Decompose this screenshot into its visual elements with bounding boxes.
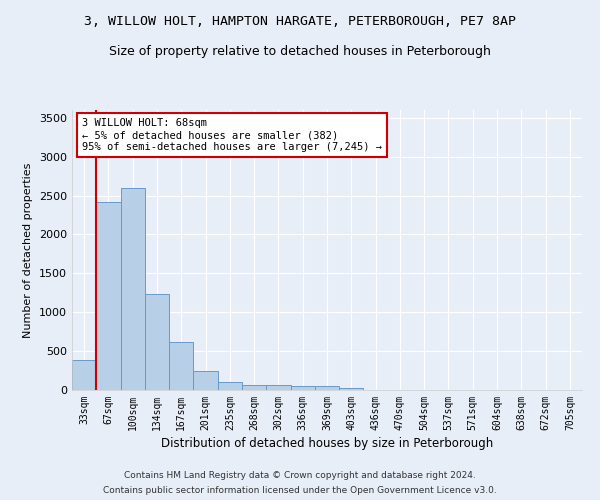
Bar <box>96 202 121 390</box>
Bar <box>145 294 169 390</box>
Bar <box>193 370 218 390</box>
Text: Contains public sector information licensed under the Open Government Licence v3: Contains public sector information licen… <box>103 486 497 495</box>
Bar <box>72 360 96 390</box>
Text: 3 WILLOW HOLT: 68sqm
← 5% of detached houses are smaller (382)
95% of semi-detac: 3 WILLOW HOLT: 68sqm ← 5% of detached ho… <box>82 118 382 152</box>
Text: 3, WILLOW HOLT, HAMPTON HARGATE, PETERBOROUGH, PE7 8AP: 3, WILLOW HOLT, HAMPTON HARGATE, PETERBO… <box>84 15 516 28</box>
Text: Size of property relative to detached houses in Peterborough: Size of property relative to detached ho… <box>109 45 491 58</box>
Bar <box>339 388 364 390</box>
Bar <box>290 386 315 390</box>
Bar <box>121 188 145 390</box>
Y-axis label: Number of detached properties: Number of detached properties <box>23 162 34 338</box>
Bar <box>218 382 242 390</box>
Bar <box>266 386 290 390</box>
Text: Contains HM Land Registry data © Crown copyright and database right 2024.: Contains HM Land Registry data © Crown c… <box>124 471 476 480</box>
Bar <box>315 386 339 390</box>
Bar <box>242 384 266 390</box>
Bar <box>169 342 193 390</box>
X-axis label: Distribution of detached houses by size in Peterborough: Distribution of detached houses by size … <box>161 437 493 450</box>
